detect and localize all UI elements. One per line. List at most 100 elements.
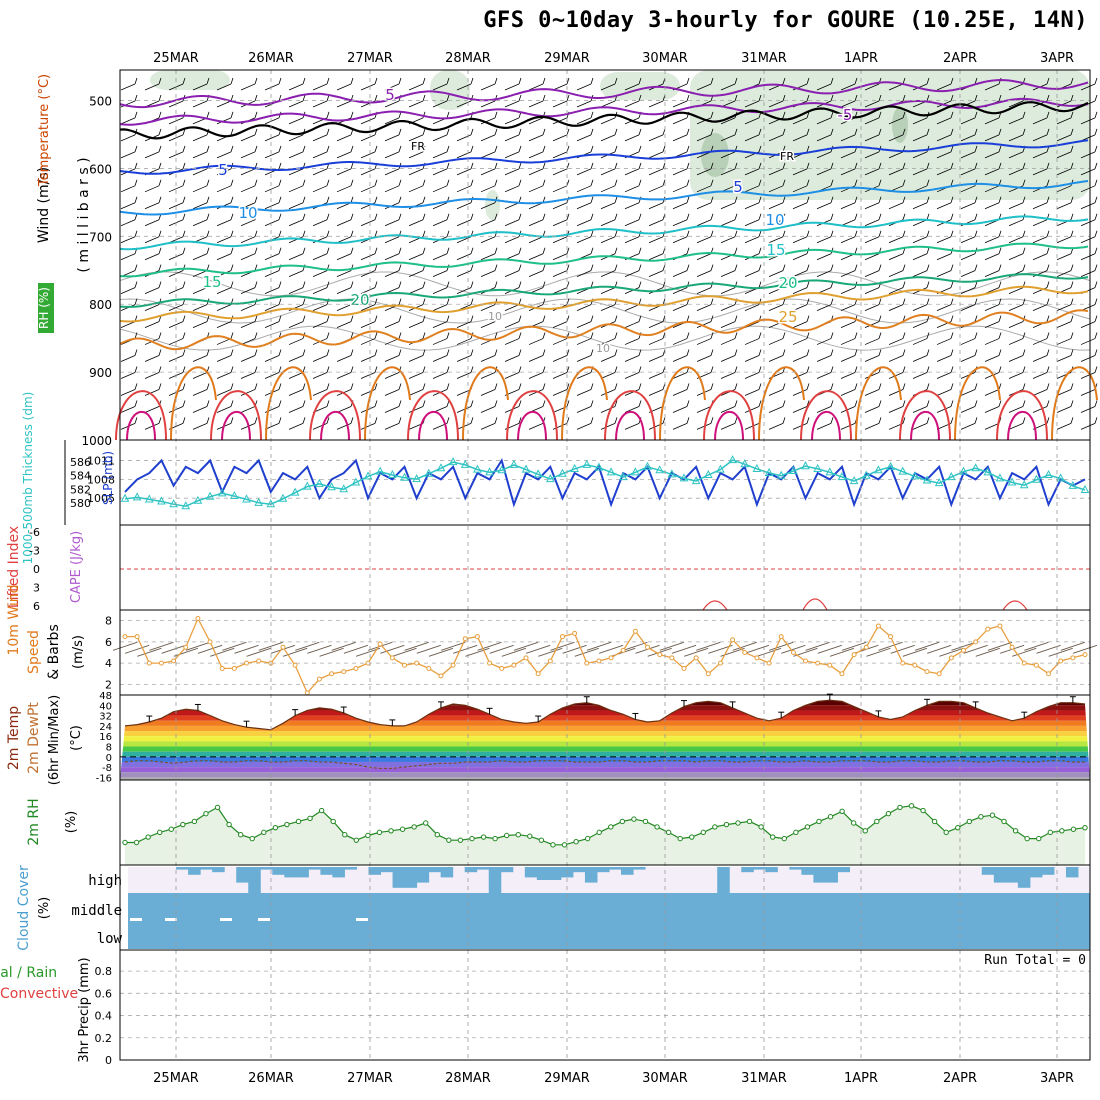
wind-barb-164 <box>120 145 138 159</box>
rh-point-22 <box>376 829 383 836</box>
thickness-point-63 <box>886 461 895 470</box>
barb-shaft <box>432 134 448 142</box>
barb-shaft <box>960 355 976 362</box>
barb-flag <box>1070 94 1074 102</box>
wind-barb-396 <box>768 230 786 244</box>
dewpt-line <box>124 760 1085 770</box>
lifted-index-panel-border <box>119 524 1091 611</box>
barb-shaft <box>840 236 856 244</box>
barb-shaft <box>1008 338 1024 345</box>
barb-flag <box>1094 349 1098 356</box>
barb-shaft <box>840 406 856 413</box>
barb-shaft <box>864 236 880 244</box>
barb-shaft <box>696 406 712 413</box>
barb-flag <box>614 196 618 203</box>
barb-flag <box>926 162 930 169</box>
barb-flag <box>422 366 426 373</box>
wind-barb-18 <box>552 77 570 91</box>
wind-barb-524 <box>888 281 906 295</box>
barb-shaft <box>984 151 1000 159</box>
rh-point-33 <box>503 832 510 839</box>
rh-point-58 <box>793 829 799 836</box>
wind-barb-12 <box>408 77 426 91</box>
wind-barb-710 <box>432 366 450 379</box>
barb-shaft <box>216 168 232 176</box>
barb-flag <box>1046 230 1050 237</box>
barb-flag <box>542 162 546 169</box>
wind-barb-24 <box>696 77 714 91</box>
wind-speed-point-60 <box>851 652 857 658</box>
barb-flag <box>854 196 858 203</box>
barb-flag <box>230 349 234 356</box>
wind-barb-811 <box>888 400 906 413</box>
barb-shaft <box>144 83 160 91</box>
barb-flag <box>758 383 762 390</box>
wind-barb-605 <box>864 315 882 328</box>
wind-barb-607 <box>912 315 930 328</box>
barb-shaft <box>312 321 328 328</box>
barb-shaft <box>984 321 1000 328</box>
wind-speed-point-71 <box>985 626 991 632</box>
barb-flag <box>350 213 354 220</box>
barb-flag <box>230 247 234 254</box>
wind-barb-249 <box>192 179 210 193</box>
barb-shaft <box>456 219 472 227</box>
barb-flag <box>974 77 978 85</box>
thickness-point-33 <box>521 464 531 473</box>
thickness-point-46 <box>679 473 689 482</box>
rh-point-36 <box>538 837 545 843</box>
wind-barb-354 <box>744 213 762 227</box>
thickness-point-61 <box>861 470 871 479</box>
barb-shaft <box>672 202 688 210</box>
barb-shaft <box>1008 219 1024 227</box>
barb-flag <box>422 332 426 339</box>
barb-flag <box>1070 383 1074 390</box>
wind-barb-478 <box>768 264 786 278</box>
barb-shaft <box>792 168 808 176</box>
barb-flag <box>1022 247 1026 254</box>
wind-speed-point-21 <box>377 641 383 647</box>
barb-shaft <box>1032 372 1048 379</box>
barb-flag <box>446 298 450 305</box>
barb-flag <box>590 281 594 288</box>
wind-barb-855 <box>960 417 978 430</box>
barb-flag <box>590 162 594 169</box>
barb-flag <box>278 417 282 424</box>
wind-barb-260 <box>456 179 474 193</box>
barb-flag <box>806 315 810 322</box>
surface-loop-2 <box>309 390 361 441</box>
barb-flag <box>998 383 1002 390</box>
contour-label-10: 20 <box>350 291 369 309</box>
thickness-point-24 <box>412 474 421 483</box>
barb-flag <box>422 77 426 85</box>
wind-barb-392 <box>672 230 690 244</box>
barb-flag <box>782 400 786 407</box>
surface-loop-outer-7 <box>855 366 902 441</box>
wind-speed-point-5 <box>183 644 189 650</box>
barb-flag <box>374 179 378 186</box>
barb-flag <box>614 383 618 390</box>
barb-flag <box>278 366 282 373</box>
barb-shaft <box>720 168 736 176</box>
barb-flag <box>1046 298 1050 305</box>
surface-barb-7 <box>197 644 223 654</box>
wind-barb-142 <box>576 128 594 142</box>
barb-shaft <box>840 168 856 176</box>
barb-shaft <box>840 321 856 328</box>
barb-flag <box>1022 298 1026 305</box>
barb-shaft <box>528 185 544 193</box>
barb-flag <box>374 145 378 152</box>
surface-barb-2 <box>137 647 162 657</box>
barb-flag <box>590 264 594 271</box>
barb-shaft <box>864 168 880 176</box>
wind-barb-200 <box>984 145 1002 159</box>
barb-shaft <box>960 100 976 108</box>
rh-point-8 <box>214 804 221 811</box>
barb-flag <box>950 315 954 322</box>
wind-barb-254 <box>312 179 330 193</box>
barb-flag <box>806 213 810 220</box>
barb-shaft <box>480 321 496 328</box>
surface-barb-5 <box>173 647 198 657</box>
barb-shaft <box>528 372 544 379</box>
wind-barb-705 <box>312 366 330 379</box>
